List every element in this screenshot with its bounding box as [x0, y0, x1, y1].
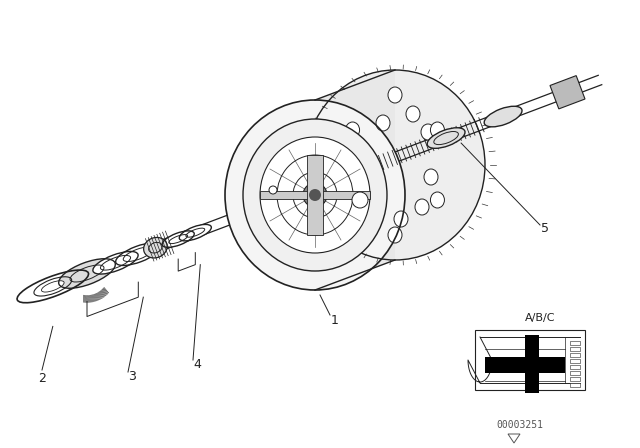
Ellipse shape — [421, 124, 435, 140]
Bar — [570, 359, 580, 363]
Text: 5: 5 — [541, 223, 549, 236]
Bar — [570, 383, 580, 387]
Text: 4: 4 — [193, 358, 201, 371]
Bar — [570, 341, 580, 345]
Ellipse shape — [303, 183, 327, 207]
Text: A/B/C: A/B/C — [525, 313, 556, 323]
Polygon shape — [315, 70, 395, 290]
Ellipse shape — [116, 243, 161, 266]
Ellipse shape — [59, 259, 115, 288]
Bar — [570, 365, 580, 369]
Ellipse shape — [484, 106, 522, 127]
Ellipse shape — [415, 199, 429, 215]
Ellipse shape — [42, 281, 64, 292]
Bar — [570, 353, 580, 357]
Ellipse shape — [370, 205, 384, 221]
Ellipse shape — [346, 192, 360, 208]
Ellipse shape — [243, 119, 387, 271]
Ellipse shape — [352, 192, 368, 208]
Polygon shape — [550, 76, 585, 109]
Bar — [485, 357, 565, 373]
Bar — [307, 155, 323, 235]
Ellipse shape — [305, 70, 485, 260]
Ellipse shape — [17, 270, 88, 303]
Ellipse shape — [93, 251, 138, 274]
Ellipse shape — [427, 128, 465, 148]
Ellipse shape — [143, 237, 167, 258]
Text: 00003251: 00003251 — [497, 420, 543, 430]
Text: 1: 1 — [331, 314, 339, 327]
Ellipse shape — [346, 122, 360, 138]
Ellipse shape — [179, 224, 211, 241]
Ellipse shape — [394, 211, 408, 227]
Bar — [525, 335, 539, 393]
Ellipse shape — [406, 106, 420, 122]
Bar — [570, 347, 580, 351]
Bar — [260, 191, 370, 199]
Bar — [570, 371, 580, 375]
Ellipse shape — [260, 137, 370, 253]
Ellipse shape — [388, 87, 402, 103]
Bar — [570, 377, 580, 381]
Text: 2: 2 — [38, 371, 46, 384]
Ellipse shape — [431, 122, 444, 138]
Bar — [475, 330, 585, 390]
Ellipse shape — [269, 186, 277, 194]
Ellipse shape — [225, 100, 405, 290]
Ellipse shape — [376, 115, 390, 131]
Ellipse shape — [309, 189, 321, 201]
Ellipse shape — [431, 192, 444, 208]
Polygon shape — [28, 75, 602, 300]
Text: 3: 3 — [128, 370, 136, 383]
Ellipse shape — [424, 169, 438, 185]
Ellipse shape — [162, 231, 195, 247]
Ellipse shape — [388, 227, 402, 243]
